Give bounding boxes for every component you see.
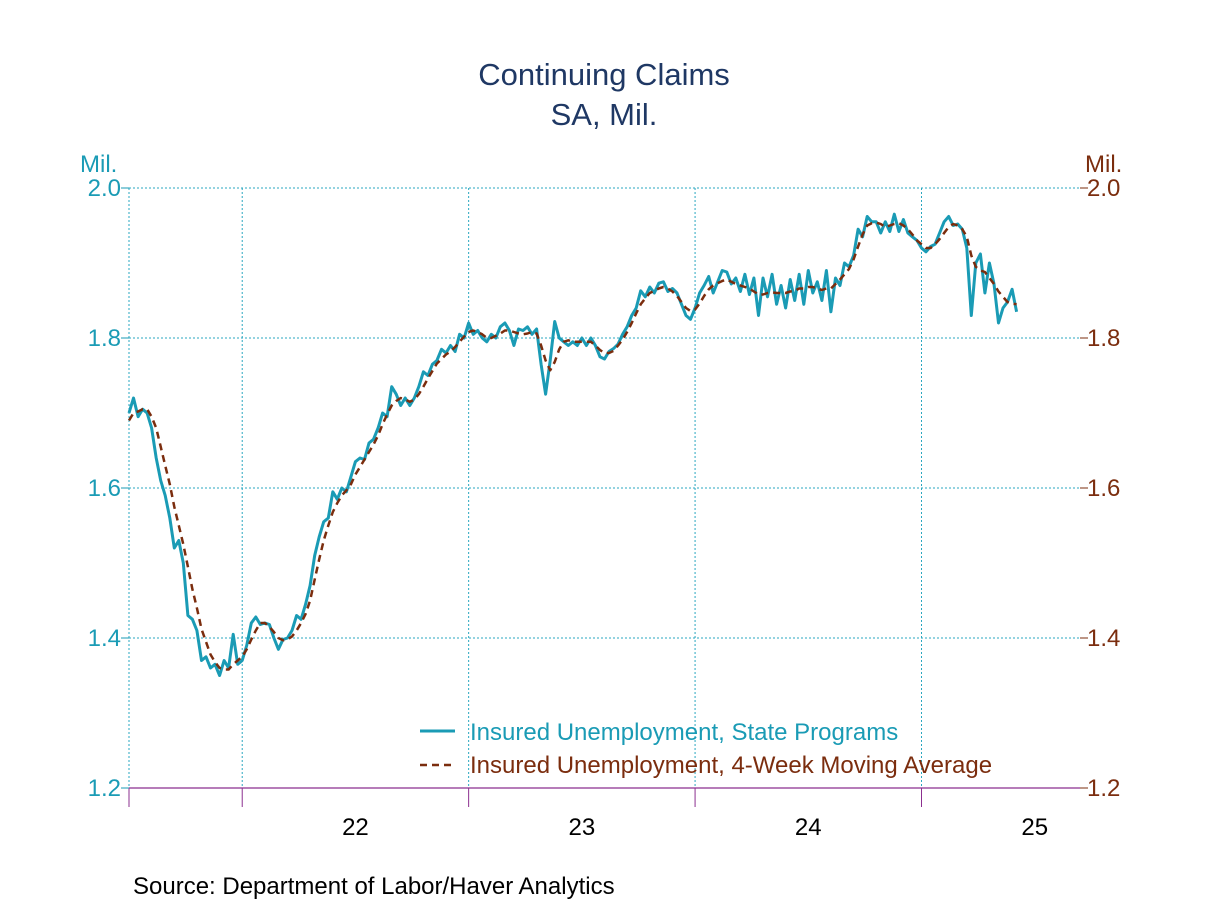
y-tick-label-right: 1.8 [1087, 325, 1120, 352]
y-tick-label-left: 1.4 [88, 625, 121, 652]
series-line-moving-average [127, 221, 1017, 671]
y-tick-label-right: 1.4 [1087, 625, 1120, 652]
source-note: Source: Department of Labor/Haver Analyt… [133, 873, 615, 900]
y-tick-label-left: 2.0 [88, 175, 121, 202]
legend: Insured Unemployment, State Programs Ins… [420, 719, 992, 779]
x-tick-label: 22 [342, 814, 369, 841]
y-tick-label-right: 1.6 [1087, 475, 1120, 502]
y-tick-label-left: 1.6 [88, 475, 121, 502]
y-tick-label-left: 1.2 [88, 775, 121, 802]
y-tick-label-left: 1.8 [88, 325, 121, 352]
axis-layer: 2.0 2.0 1.8 1.8 1.6 1.6 1.4 1.4 1.2 1.2 22 23 24 25 [88, 175, 1121, 841]
chart-subtitle: SA, Mil. [551, 97, 658, 132]
series-layer [127, 212, 1019, 677]
right-axis-unit-label: Mil. [1085, 151, 1122, 178]
x-tick-label: 23 [569, 814, 596, 841]
grid-layer [128, 187, 1080, 788]
left-axis-unit-label: Mil. [80, 151, 117, 178]
legend-label-state-programs: Insured Unemployment, State Programs [470, 719, 898, 746]
x-tick-label: 24 [795, 814, 822, 841]
y-tick-label-right: 2.0 [1087, 175, 1120, 202]
x-tick-label: 25 [1021, 814, 1048, 841]
chart-title: Continuing Claims [478, 57, 730, 92]
series-line-state-programs [127, 212, 1019, 677]
legend-label-moving-average: Insured Unemployment, 4-Week Moving Aver… [470, 752, 992, 779]
y-tick-label-right: 1.2 [1087, 775, 1120, 802]
